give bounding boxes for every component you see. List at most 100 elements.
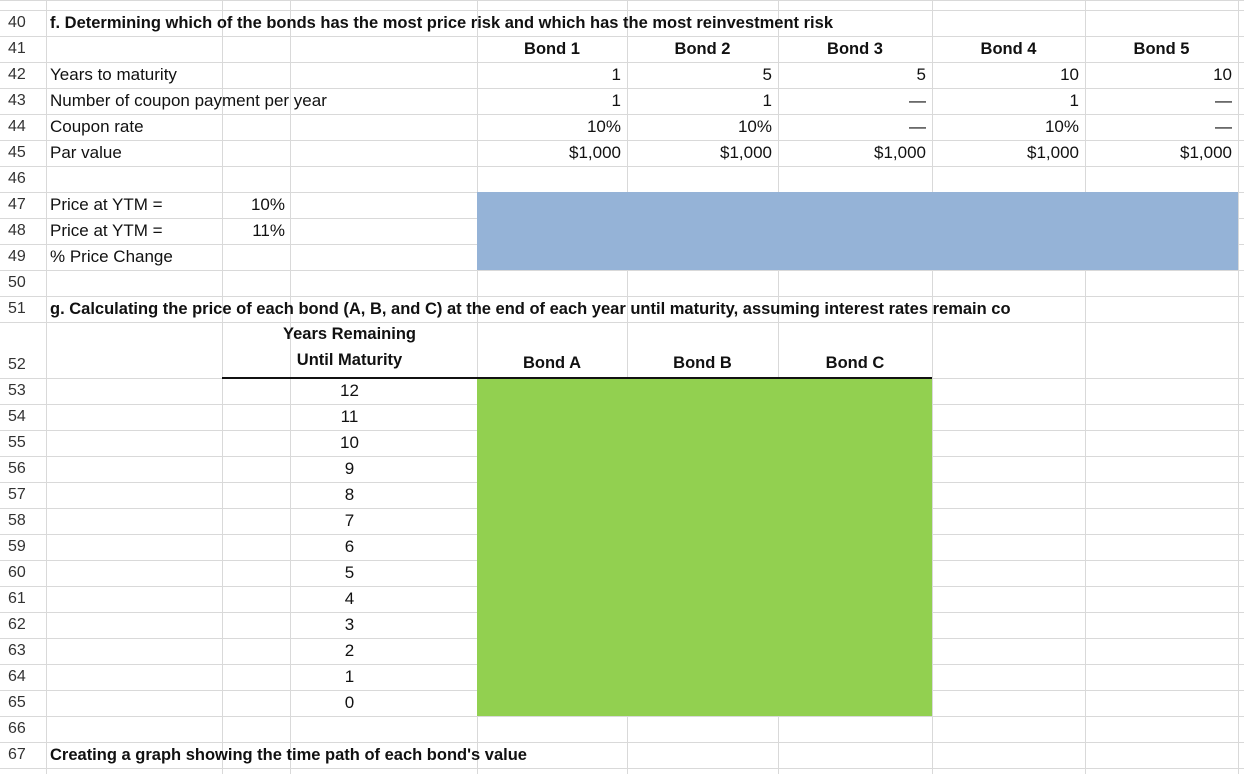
grid-line — [290, 0, 291, 774]
grid-line — [222, 0, 223, 774]
grid-line — [0, 10, 1244, 11]
grid-line — [1085, 0, 1086, 774]
cell-value: 10 — [1060, 65, 1079, 84]
year-value: 12 — [340, 381, 359, 400]
blue-fill — [477, 192, 1238, 270]
row-number: 40 — [8, 14, 26, 31]
row-number: 65 — [8, 694, 26, 711]
grid-line — [0, 322, 1244, 323]
row-number: 45 — [8, 144, 26, 161]
year-value: 9 — [344, 459, 355, 478]
year-value: 10 — [340, 433, 359, 452]
row-number: 47 — [8, 196, 26, 213]
row-number: 53 — [8, 382, 26, 399]
row-number: 52 — [8, 356, 26, 373]
cell-value: $1,000 — [569, 143, 621, 162]
row-number: 41 — [8, 40, 26, 57]
row-label: Par value — [50, 143, 122, 162]
grid-line — [0, 88, 1244, 89]
cell-value: 1 — [1069, 91, 1079, 110]
cell-value: 5 — [916, 65, 926, 84]
cell-value: — — [1215, 91, 1232, 110]
year-value: 0 — [344, 693, 355, 712]
row-number: 59 — [8, 538, 26, 555]
header-underline — [222, 377, 932, 379]
year-value: 3 — [344, 615, 355, 634]
cell-value: — — [909, 117, 926, 136]
cell-value: 10 — [1213, 65, 1232, 84]
column-header: Bond C — [825, 354, 885, 372]
row-number: 49 — [8, 248, 26, 265]
year-value: 7 — [344, 511, 355, 530]
row-number: 64 — [8, 668, 26, 685]
grid-line — [0, 0, 1244, 1]
year-value: 1 — [344, 667, 355, 686]
cell-value: 1 — [762, 91, 772, 110]
year-value: 4 — [344, 589, 355, 608]
grid-line — [0, 742, 1244, 743]
cell-value: 10% — [586, 117, 621, 136]
column-header: Bond B — [673, 354, 732, 372]
cell-value: 1 — [611, 91, 621, 110]
section-title: g. Calculating the price of each bond (A… — [50, 300, 1011, 318]
column-header: Bond 3 — [827, 40, 883, 58]
cell-value: $1,000 — [720, 143, 772, 162]
grid-line — [0, 270, 1244, 271]
grid-line — [0, 36, 1244, 37]
year-value: 5 — [344, 563, 355, 582]
year-value: 11 — [340, 407, 359, 426]
grid-line — [1238, 0, 1239, 774]
column-header: Bond A — [522, 354, 582, 372]
column-header: Until Maturity — [296, 351, 403, 369]
grid-line — [46, 0, 47, 774]
row-label: Price at YTM = — [50, 221, 163, 240]
row-number: 58 — [8, 512, 26, 529]
green-fill — [477, 378, 932, 716]
row-label: % Price Change — [50, 247, 173, 266]
cell-value: $1,000 — [874, 143, 926, 162]
section-title: f. Determining which of the bonds has th… — [50, 14, 833, 32]
grid-line — [0, 768, 1244, 769]
row-label: Years to maturity — [50, 65, 177, 84]
cell-value: 1 — [611, 65, 621, 84]
grid-line — [932, 0, 933, 774]
cell-value: $1,000 — [1027, 143, 1079, 162]
row-number: 51 — [8, 300, 26, 317]
row-number: 54 — [8, 408, 26, 425]
row-number: 42 — [8, 66, 26, 83]
row-number: 63 — [8, 642, 26, 659]
grid-line — [0, 716, 1244, 717]
grid-line — [0, 166, 1244, 167]
year-value: 6 — [344, 537, 355, 556]
grid-line — [0, 296, 1244, 297]
row-number: 46 — [8, 170, 26, 187]
row-number: 61 — [8, 590, 26, 607]
row-number: 43 — [8, 92, 26, 109]
cell-value: 10% — [737, 117, 772, 136]
column-header: Bond 2 — [674, 40, 731, 58]
row-number: 66 — [8, 720, 26, 737]
row-number: 48 — [8, 222, 26, 239]
column-header: Bond 4 — [980, 40, 1037, 58]
cell-value: — — [909, 91, 926, 110]
grid-line — [0, 140, 1244, 141]
column-header: Years Remaining — [283, 325, 416, 343]
row-number: 50 — [8, 274, 26, 291]
cell-value: 5 — [762, 65, 772, 84]
cell-value: — — [1215, 117, 1232, 136]
section-title: Creating a graph showing the time path o… — [50, 746, 527, 764]
rate-value: 11% — [252, 221, 285, 240]
rate-value: 10% — [250, 195, 285, 214]
row-number: 62 — [8, 616, 26, 633]
row-label: Coupon rate — [50, 117, 144, 136]
cell-value: 10% — [1044, 117, 1079, 136]
row-number: 56 — [8, 460, 26, 477]
cell-value: $1,000 — [1180, 143, 1232, 162]
column-header: Bond 1 — [524, 40, 580, 58]
row-label: Price at YTM = — [50, 195, 163, 214]
row-number: 55 — [8, 434, 26, 451]
grid-line — [0, 114, 1244, 115]
grid-line — [0, 62, 1244, 63]
row-label: Number of coupon payment per year — [50, 91, 327, 110]
